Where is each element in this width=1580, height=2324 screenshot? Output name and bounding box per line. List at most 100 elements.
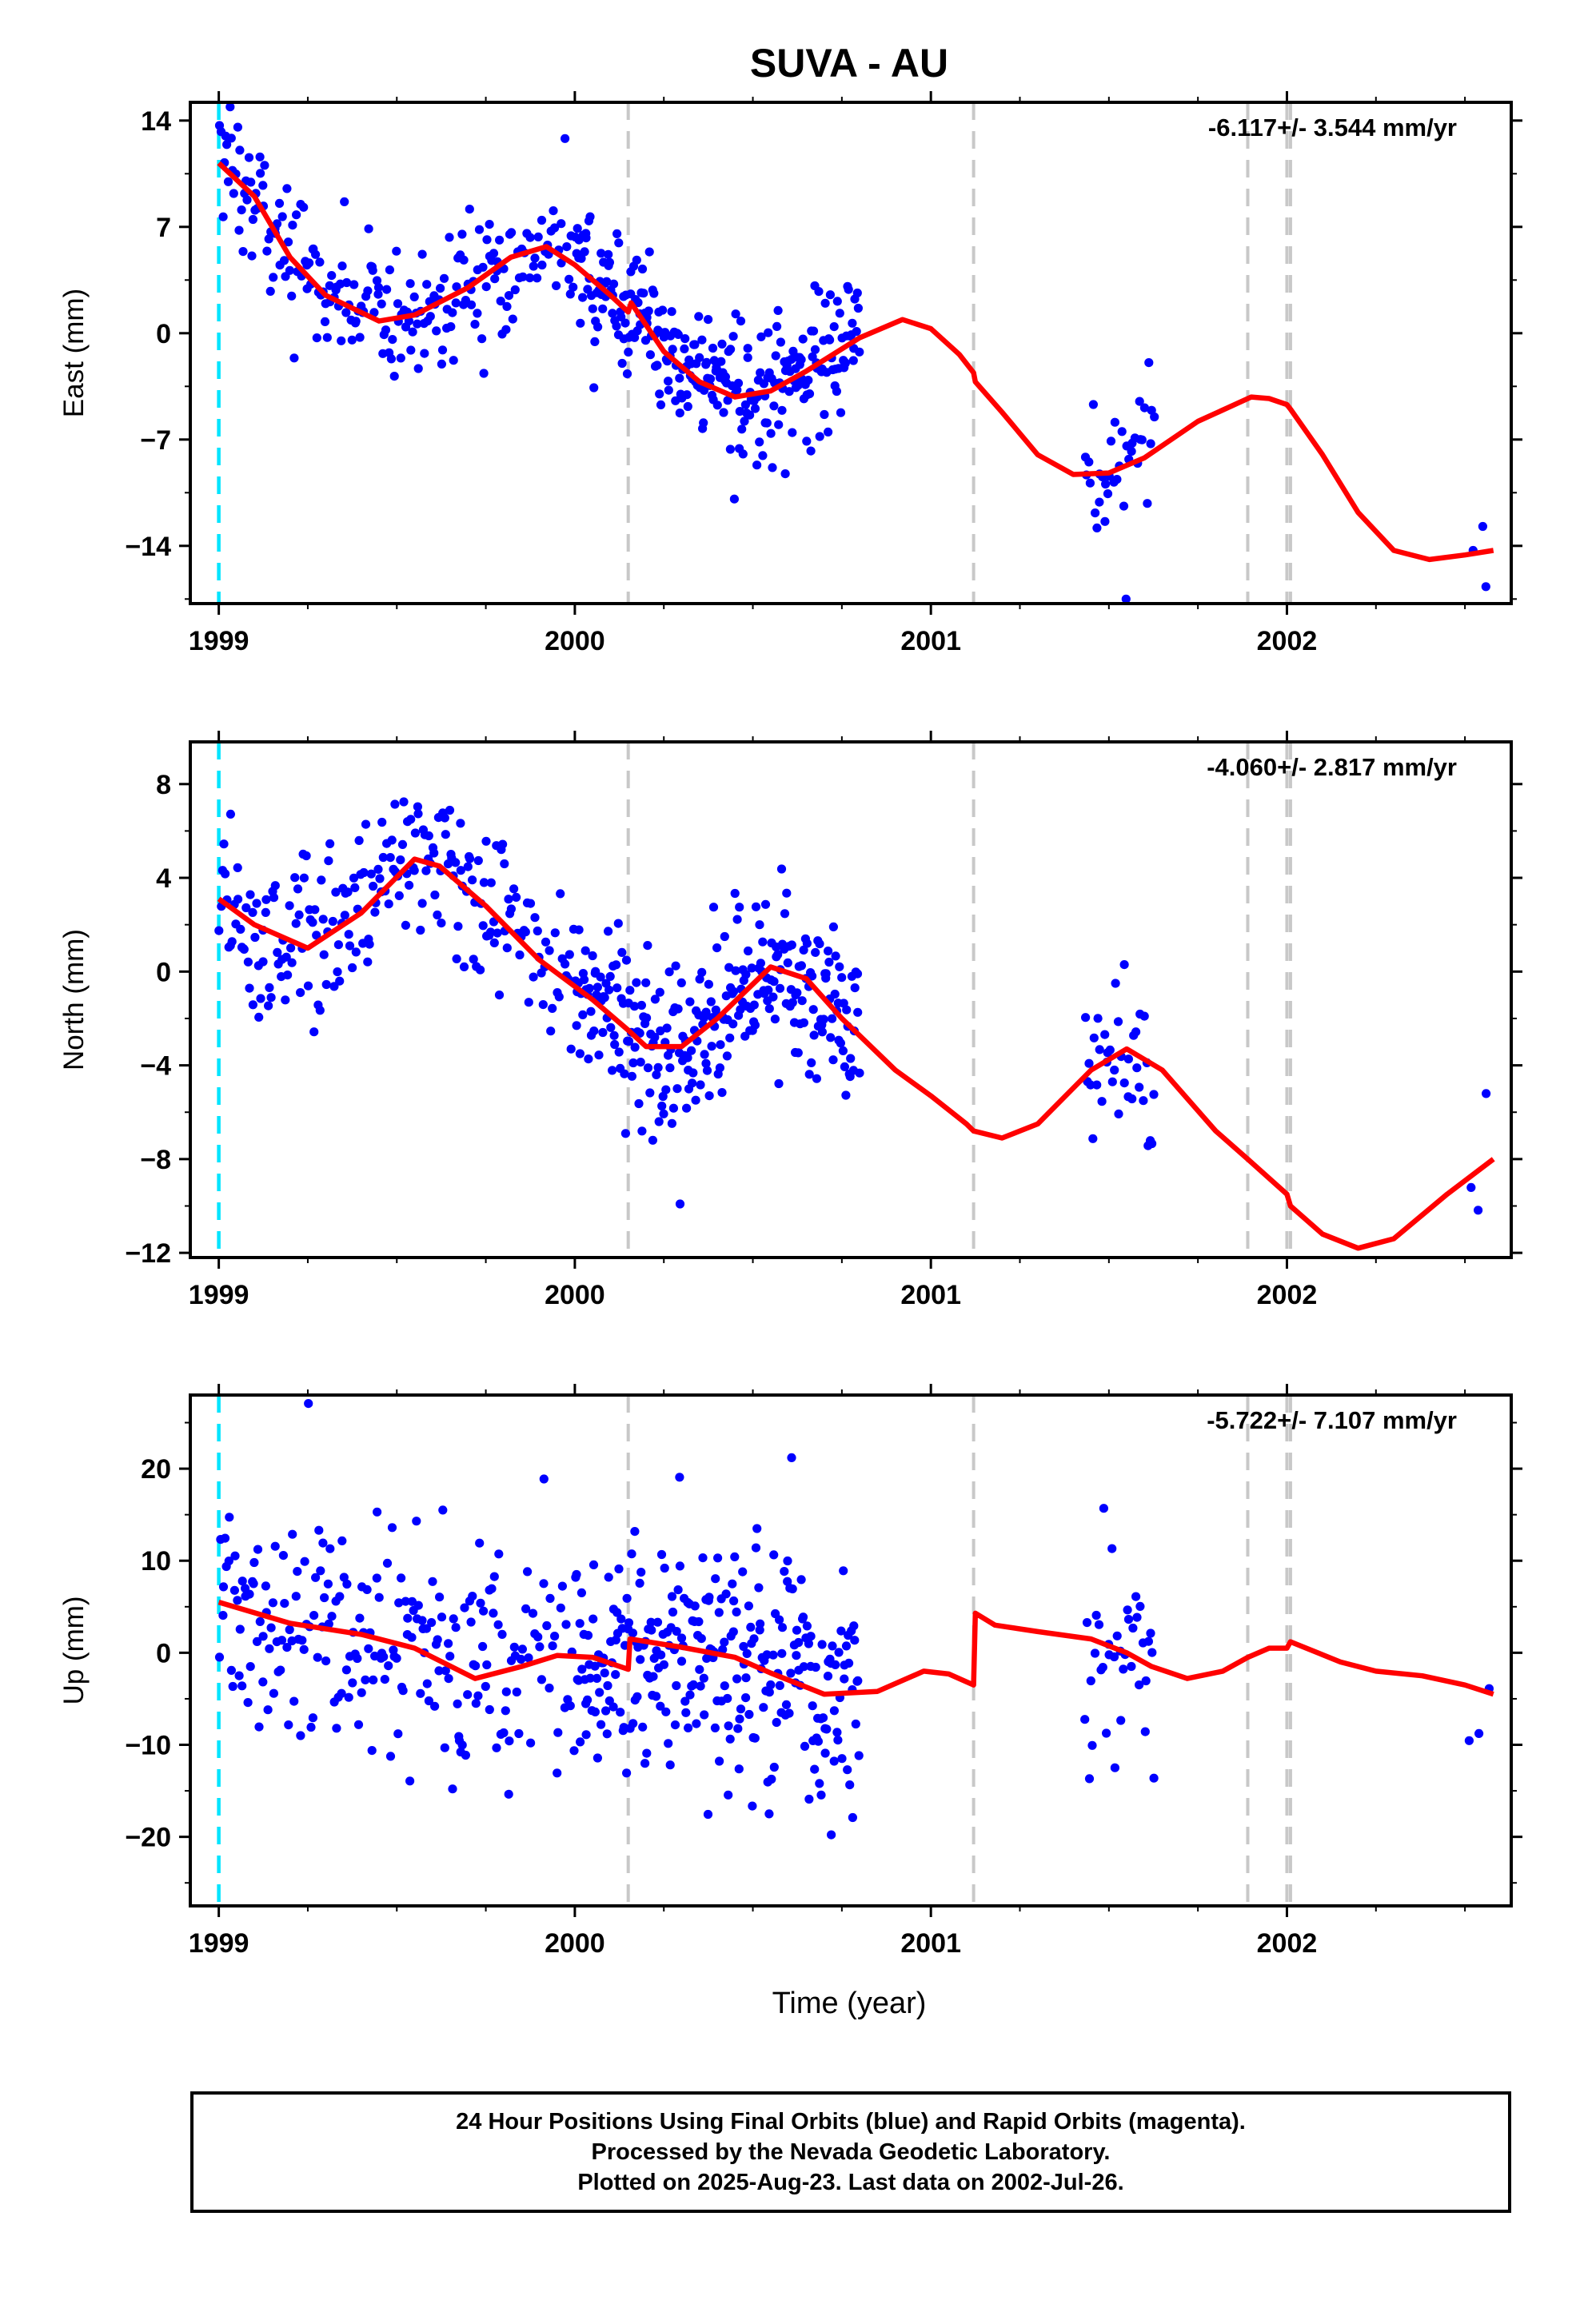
plot-area-up (214, 1395, 1494, 1906)
data-point (832, 297, 842, 306)
data-point (720, 1637, 729, 1647)
data-point (530, 253, 540, 263)
data-point (606, 1022, 616, 1032)
data-point (448, 1784, 457, 1794)
data-point (696, 1634, 706, 1644)
data-point (828, 1014, 837, 1023)
data-point (630, 1527, 640, 1537)
data-point (242, 195, 252, 205)
data-point (601, 1706, 611, 1716)
data-point (786, 1668, 796, 1678)
data-point (764, 328, 773, 337)
data-point (392, 246, 401, 256)
data-point (509, 884, 519, 894)
data-point (445, 805, 455, 815)
data-point (1112, 1631, 1122, 1640)
y-tick-label: 8 (156, 770, 171, 800)
data-point (643, 1063, 653, 1073)
data-point (752, 1524, 762, 1533)
data-point (750, 404, 760, 413)
data-point (661, 1707, 671, 1716)
data-point (437, 359, 447, 369)
data-point (517, 1644, 528, 1654)
data-point (269, 893, 279, 903)
data-point (775, 983, 785, 993)
data-point (584, 1054, 593, 1064)
data-point (700, 1710, 709, 1720)
data-point (694, 312, 704, 321)
data-point (537, 260, 547, 270)
data-point (315, 257, 325, 267)
data-point (285, 265, 294, 275)
data-point (237, 1577, 247, 1586)
data-point (293, 1567, 302, 1577)
data-point (353, 1720, 364, 1729)
data-point (680, 344, 689, 353)
y-tick-label: 14 (141, 106, 171, 137)
model-curve-north (217, 856, 1495, 1251)
data-point (501, 1706, 510, 1716)
data-point (278, 1551, 288, 1561)
data-point (561, 959, 570, 969)
data-point (827, 1830, 836, 1840)
y-axis-label-north: North (mm) (58, 929, 90, 1070)
data-point (848, 1812, 857, 1823)
data-point (777, 1623, 788, 1632)
y-tick-label: −8 (140, 1145, 171, 1175)
data-point (389, 372, 399, 381)
data-point (759, 1703, 768, 1712)
data-point (1478, 521, 1487, 532)
data-point (481, 836, 491, 846)
data-point (287, 958, 297, 967)
data-point (628, 1628, 638, 1638)
data-point (214, 1652, 225, 1662)
x-tick-label: 2001 (900, 626, 961, 656)
data-point (479, 1606, 489, 1616)
data-point (705, 374, 716, 384)
data-point (252, 1636, 262, 1646)
data-point (783, 958, 792, 967)
data-point (780, 469, 790, 479)
data-point (769, 401, 779, 411)
data-point (340, 197, 349, 206)
data-point (589, 1026, 599, 1036)
data-point (680, 334, 690, 344)
data-point (254, 1012, 264, 1022)
data-point (683, 1053, 692, 1062)
data-point (814, 287, 824, 297)
data-point (266, 1623, 276, 1632)
data-point (728, 1627, 738, 1636)
data-point (737, 425, 747, 434)
data-point (1110, 1763, 1119, 1772)
data-point (816, 1790, 826, 1800)
data-point (664, 1739, 673, 1748)
footer-line-1: 24 Hour Positions Using Final Orbits (bl… (456, 2109, 1246, 2135)
data-point (728, 332, 738, 341)
data-point (478, 1641, 488, 1652)
data-point (497, 1629, 507, 1639)
data-point (248, 907, 257, 917)
data-point (266, 993, 276, 1003)
rate-label-north: -4.060+/- 2.817 mm/yr (1207, 753, 1457, 781)
data-point (478, 262, 488, 272)
data-point (690, 1601, 700, 1611)
data-point (512, 892, 521, 902)
data-point (529, 261, 538, 271)
data-point (810, 1764, 820, 1774)
data-point (808, 971, 817, 981)
data-point (777, 1648, 787, 1658)
data-point (733, 1724, 743, 1733)
data-point (734, 1764, 744, 1774)
data-point (465, 854, 475, 863)
data-point (502, 301, 512, 311)
data-point (652, 1617, 663, 1627)
data-point (701, 1058, 711, 1068)
data-point (325, 1544, 335, 1553)
data-point (429, 848, 439, 858)
data-point (723, 1693, 732, 1704)
data-point (787, 1453, 796, 1462)
data-point (245, 890, 255, 899)
data-point (698, 1553, 708, 1563)
data-point (379, 1652, 389, 1661)
data-point (341, 1665, 351, 1675)
